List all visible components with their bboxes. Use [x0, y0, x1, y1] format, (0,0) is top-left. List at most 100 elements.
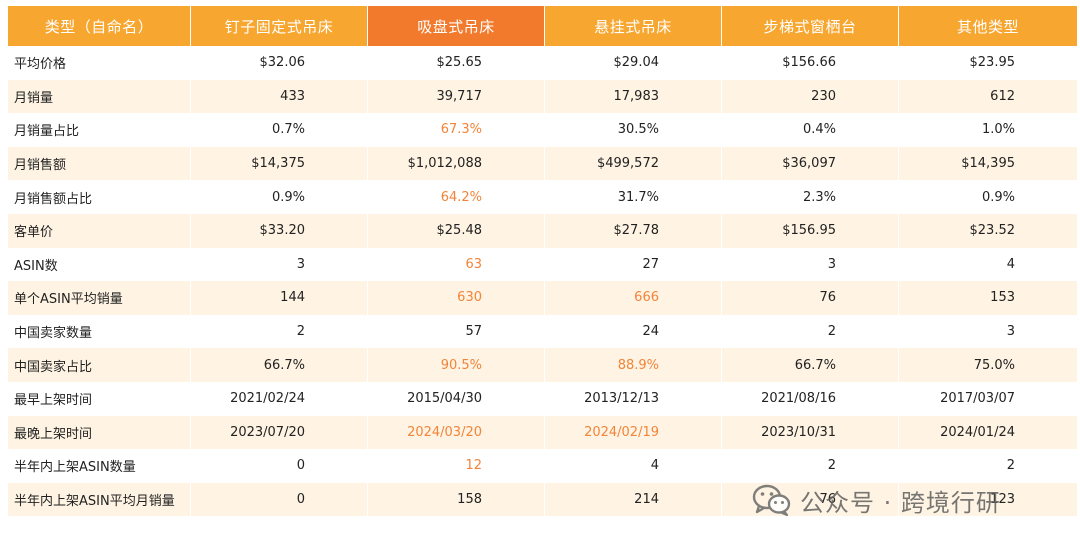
table-row: 半年内上架ASIN数量 0 12 4 2 2 [8, 449, 1077, 483]
table-cell: $25.65 [368, 46, 545, 80]
table-row: 中国卖家占比 66.7% 90.5% 88.9% 66.7% 75.0% [8, 348, 1077, 382]
table-cell: 2021/02/24 [191, 381, 368, 416]
table-cell: $29.04 [545, 46, 722, 80]
table-cell: $27.78 [545, 213, 722, 248]
table-row: 月销量占比 0.7% 67.3% 30.5% 0.4% 1.0% [8, 113, 1077, 147]
table-cell: 230 [722, 79, 899, 114]
table-cell: 31.7% [545, 180, 722, 214]
row-label: 月销量 [8, 79, 191, 114]
table-row: 单个ASIN平均销量 144 630 666 76 153 [8, 281, 1077, 315]
table-cell: $156.66 [722, 46, 899, 80]
table-cell: 2024/03/20 [368, 415, 545, 450]
table-cell: 24 [545, 314, 722, 349]
table-cell: 2021/08/16 [722, 381, 899, 416]
table-cell: $32.06 [191, 46, 368, 80]
table-row: ASIN数 3 63 27 3 4 [8, 247, 1077, 282]
table-cell: $36,097 [722, 146, 899, 181]
table-cell: 2024/01/24 [899, 415, 1077, 450]
table-row: 最早上架时间 2021/02/24 2015/04/30 2013/12/13 2021… [8, 381, 1077, 416]
row-label: 半年内上架ASIN数量 [8, 449, 191, 483]
table-cell: 67.3% [368, 113, 545, 147]
table-cell: $33.20 [191, 213, 368, 248]
row-label: 最晚上架时间 [8, 415, 191, 450]
row-label: 半年内上架ASIN平均月销量 [8, 482, 191, 517]
row-label: 平均价格 [8, 46, 191, 80]
table-cell: 17,983 [545, 79, 722, 114]
row-label: 中国卖家占比 [8, 348, 191, 382]
header-category-3: 悬挂式吊床 [545, 6, 722, 46]
header-row: 类型（自命名） 钉子固定式吊床 吸盘式吊床 悬挂式吊床 步梯式窗栖台 其他类型 [8, 6, 1077, 46]
table-header: 类型（自命名） 钉子固定式吊床 吸盘式吊床 悬挂式吊床 步梯式窗栖台 其他类型 [8, 6, 1077, 46]
table-cell: 666 [545, 281, 722, 315]
table-row: 客单价 $33.20 $25.48 $27.78 $156.95 $23.52 [8, 213, 1077, 248]
table-cell: 90.5% [368, 348, 545, 382]
row-label: 最早上架时间 [8, 381, 191, 416]
table-cell: 3 [191, 247, 368, 282]
header-category-2: 吸盘式吊床 [368, 6, 545, 46]
table-cell: 66.7% [191, 348, 368, 382]
table-cell: 12 [368, 449, 545, 483]
table-row: 月销量 433 39,717 17,983 230 612 [8, 79, 1077, 114]
table-cell: 2 [899, 449, 1077, 483]
table-row: 最晚上架时间 2023/07/20 2024/03/20 2024/02/19 2023… [8, 415, 1077, 450]
table-cell: 0 [191, 449, 368, 483]
table-cell: 0 [191, 482, 368, 517]
table-cell: 2.3% [722, 180, 899, 214]
table-cell: 2013/12/13 [545, 381, 722, 416]
table-cell: 76 [722, 482, 899, 517]
table-cell: 0.9% [899, 180, 1077, 214]
table-cell: 3 [899, 314, 1077, 349]
table-cell: 2023/10/31 [722, 415, 899, 450]
table-cell: 214 [545, 482, 722, 517]
row-label: 月销售额占比 [8, 180, 191, 214]
table-cell: $14,375 [191, 146, 368, 181]
comparison-table-wrap: 类型（自命名） 钉子固定式吊床 吸盘式吊床 悬挂式吊床 步梯式窗栖台 其他类型 平均价格 $… [8, 6, 1077, 517]
table-cell: 2 [191, 314, 368, 349]
table-row: 月销售额 $14,375 $1,012,088 $499,572 $36,097 $14,… [8, 146, 1077, 181]
table-cell: 64.2% [368, 180, 545, 214]
table-cell: $499,572 [545, 146, 722, 181]
table-cell: 66.7% [722, 348, 899, 382]
table-cell: 0.4% [722, 113, 899, 147]
table-cell: 0.9% [191, 180, 368, 214]
row-label: 月销量占比 [8, 113, 191, 147]
table-row: 平均价格 $32.06 $25.65 $29.04 $156.66 $23.95 [8, 46, 1077, 80]
row-label: 客单价 [8, 213, 191, 248]
table-cell: 76 [722, 281, 899, 315]
table-cell: 2024/02/19 [545, 415, 722, 450]
table-cell: 2 [722, 314, 899, 349]
row-label: 单个ASIN平均销量 [8, 281, 191, 315]
table-cell: $23.95 [899, 46, 1077, 80]
table-cell: 144 [191, 281, 368, 315]
header-type-label: 类型（自命名） [8, 6, 191, 46]
header-category-4: 步梯式窗栖台 [722, 6, 899, 46]
table-cell: 88.9% [545, 348, 722, 382]
table-cell: 75.0% [899, 348, 1077, 382]
table-cell: 30.5% [545, 113, 722, 147]
table-cell: 630 [368, 281, 545, 315]
comparison-table: 类型（自命名） 钉子固定式吊床 吸盘式吊床 悬挂式吊床 步梯式窗栖台 其他类型 平均价格 $… [8, 6, 1077, 517]
header-category-5: 其他类型 [899, 6, 1077, 46]
table-cell: $1,012,088 [368, 146, 545, 181]
table-cell: 2017/03/07 [899, 381, 1077, 416]
table-cell: 612 [899, 79, 1077, 114]
table-cell: 4 [545, 449, 722, 483]
row-label: 中国卖家数量 [8, 314, 191, 349]
table-cell: 153 [899, 281, 1077, 315]
table-cell: $25.48 [368, 213, 545, 248]
table-cell: 27 [545, 247, 722, 282]
table-cell: 3 [722, 247, 899, 282]
row-label: 月销售额 [8, 146, 191, 181]
table-cell: $23.52 [899, 213, 1077, 248]
table-cell: 158 [368, 482, 545, 517]
table-cell: 2015/04/30 [368, 381, 545, 416]
table-cell: 39,717 [368, 79, 545, 114]
table-cell: 123 [899, 482, 1077, 517]
table-body: 平均价格 $32.06 $25.65 $29.04 $156.66 $23.95 月销量 43… [8, 46, 1077, 517]
table-row: 半年内上架ASIN平均月销量 0 158 214 76 123 [8, 482, 1077, 517]
row-label: ASIN数 [8, 247, 191, 282]
table-cell: 2 [722, 449, 899, 483]
table-cell: 2023/07/20 [191, 415, 368, 450]
table-cell: 433 [191, 79, 368, 114]
table-cell: 0.7% [191, 113, 368, 147]
